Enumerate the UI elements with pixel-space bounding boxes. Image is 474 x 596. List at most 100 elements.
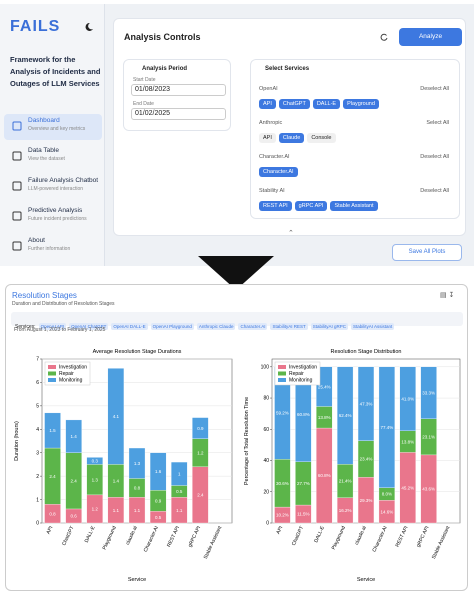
- service-chips: OpenAI API OpenAI ChatGPT OpenAI DALL-E Ope…: [38, 315, 398, 332]
- nav-item[interactable]: Failure Analysis Chatbot LLM-powered inte…: [4, 174, 102, 200]
- services-bar: Services: OpenAI API OpenAI ChatGPT OpenAI …: [11, 312, 463, 330]
- theme-toggle[interactable]: [84, 22, 94, 32]
- x-axis-label: Service: [128, 577, 146, 583]
- bar-segment: [378, 366, 395, 488]
- service-chip[interactable]: Playground: [343, 99, 379, 109]
- value-label: 1.3: [92, 477, 99, 482]
- end-label: End Date: [133, 101, 154, 107]
- value-label: 43.6%: [422, 487, 435, 492]
- bar-segment: [86, 457, 103, 465]
- nav-icon: [12, 181, 22, 191]
- group-action[interactable]: Select All: [426, 120, 449, 126]
- service-chip[interactable]: API: [259, 99, 276, 109]
- nav-item[interactable]: About Further information: [4, 234, 102, 260]
- value-label: 14.6%: [381, 509, 394, 514]
- start-input[interactable]: 01/08/2023: [131, 84, 226, 96]
- value-label: 16.2%: [339, 508, 352, 513]
- service-chip[interactable]: Claude: [278, 133, 305, 143]
- icon-shape: [12, 181, 22, 191]
- y-tick-label: 1: [36, 497, 39, 503]
- service-chip[interactable]: gRPC API: [294, 201, 328, 211]
- value-label: 0.8: [134, 486, 141, 491]
- legend-swatch: [48, 365, 56, 369]
- value-label: 0.9: [197, 426, 204, 431]
- refresh[interactable]: [380, 33, 388, 41]
- group-action[interactable]: Deselect All: [420, 154, 449, 160]
- service-group: OpenAI Deselect All API ChatGPT DALL-E Playgr…: [259, 86, 455, 112]
- value-label: 21.4%: [339, 479, 352, 484]
- nav-label: Failure Analysis Chatbot: [28, 177, 99, 184]
- analyze-button[interactable]: Analyze: [399, 28, 462, 46]
- x-tick-label: gRPC API: [187, 525, 202, 548]
- legend-box: [44, 361, 91, 386]
- y-tick-label: 2: [36, 474, 39, 480]
- value-label: 30.6%: [276, 481, 289, 486]
- bar-segment: [316, 366, 333, 407]
- group-name: Anthropic: [259, 120, 283, 126]
- service-chip[interactable]: Stable Assistant: [330, 201, 378, 211]
- service-chip[interactable]: ChatGPT: [278, 99, 310, 109]
- start-label: Start Date: [133, 77, 156, 83]
- end-input[interactable]: 01/02/2025: [131, 108, 226, 120]
- x-tick-label: ChatGPT: [61, 525, 75, 546]
- bar-segment: [420, 366, 437, 419]
- y-tick-label: 0: [36, 521, 39, 527]
- legend-label: Investigation: [289, 365, 317, 371]
- value-label: 62.4%: [339, 413, 352, 418]
- value-label: 2.4: [49, 474, 56, 479]
- group-action[interactable]: Deselect All: [420, 86, 449, 92]
- chip-row: Character.AI: [259, 167, 455, 180]
- service-chip[interactable]: API: [259, 133, 276, 143]
- nav-icon: [12, 151, 22, 161]
- bar-segment: [44, 412, 61, 449]
- x-tick-label: REST API: [166, 525, 181, 548]
- service-chip[interactable]: DALL-E: [312, 99, 341, 109]
- service-chip[interactable]: Console: [307, 133, 336, 143]
- save-button[interactable]: Save All Plots: [392, 244, 462, 261]
- value-label: 29.3%: [360, 498, 373, 503]
- x-tick-label: Stable Assistant: [203, 525, 224, 560]
- nav-item[interactable]: Predictive Analysis Future incident predi…: [4, 204, 102, 230]
- group-name: Character.AI: [259, 154, 290, 160]
- chart-title: Average Resolution Stage Durations: [93, 349, 182, 355]
- y-tick-label: 5: [36, 404, 39, 410]
- nav-item[interactable]: Dashboard Overview and key metrics: [4, 114, 102, 140]
- value-label: 13.8%: [318, 415, 331, 420]
- chip-row: API Claude Console: [259, 133, 455, 146]
- date-range: From August 1, 2023 to February 1, 2025: [14, 327, 106, 333]
- legend-label: Repair: [289, 371, 304, 377]
- y-tick-label: 6: [36, 380, 39, 386]
- value-label: 10.2%: [276, 513, 289, 518]
- x-tick-label: REST API: [395, 525, 410, 548]
- x-tick-label: API: [46, 525, 55, 535]
- value-label: 1.1: [134, 508, 141, 513]
- service-chip[interactable]: Character.AI: [259, 167, 298, 177]
- nav-label: Dashboard: [28, 117, 60, 124]
- bar-segment: [128, 447, 146, 479]
- service-tag: OpenAI API: [38, 323, 67, 330]
- nav-icon: [12, 211, 22, 221]
- value-label: 11.5%: [297, 512, 309, 517]
- y-axis-label: Duration (hours): [14, 421, 20, 461]
- icon-shape: [12, 151, 22, 161]
- x-tick-label: Character.AI: [143, 525, 160, 553]
- nav-item[interactable]: Data Table View the dataset: [4, 144, 102, 170]
- bar-segment: [192, 417, 209, 439]
- group-name: Stability AI: [259, 188, 285, 194]
- x-tick-label: claude.ai: [354, 525, 368, 546]
- value-label: 13.8%: [401, 439, 414, 444]
- plot-icons[interactable]: ▤ ↧: [440, 292, 455, 299]
- value-label: 1.3: [134, 461, 141, 466]
- value-label: 0.5: [155, 515, 162, 520]
- collapse[interactable]: ⌃: [288, 230, 294, 237]
- service-chip[interactable]: REST API: [259, 201, 292, 211]
- value-label: 0.6: [71, 514, 78, 519]
- group-action[interactable]: Deselect All: [420, 188, 449, 194]
- y-tick-label: 80: [263, 396, 269, 402]
- value-label: 33.3%: [422, 391, 435, 396]
- chip-row: API ChatGPT DALL-E Playground: [259, 99, 455, 112]
- value-label: 41.0%: [401, 397, 414, 402]
- legend-label: Repair: [59, 371, 74, 377]
- y-tick-label: 7: [36, 357, 39, 363]
- x-tick-label: Character.AI: [372, 525, 389, 553]
